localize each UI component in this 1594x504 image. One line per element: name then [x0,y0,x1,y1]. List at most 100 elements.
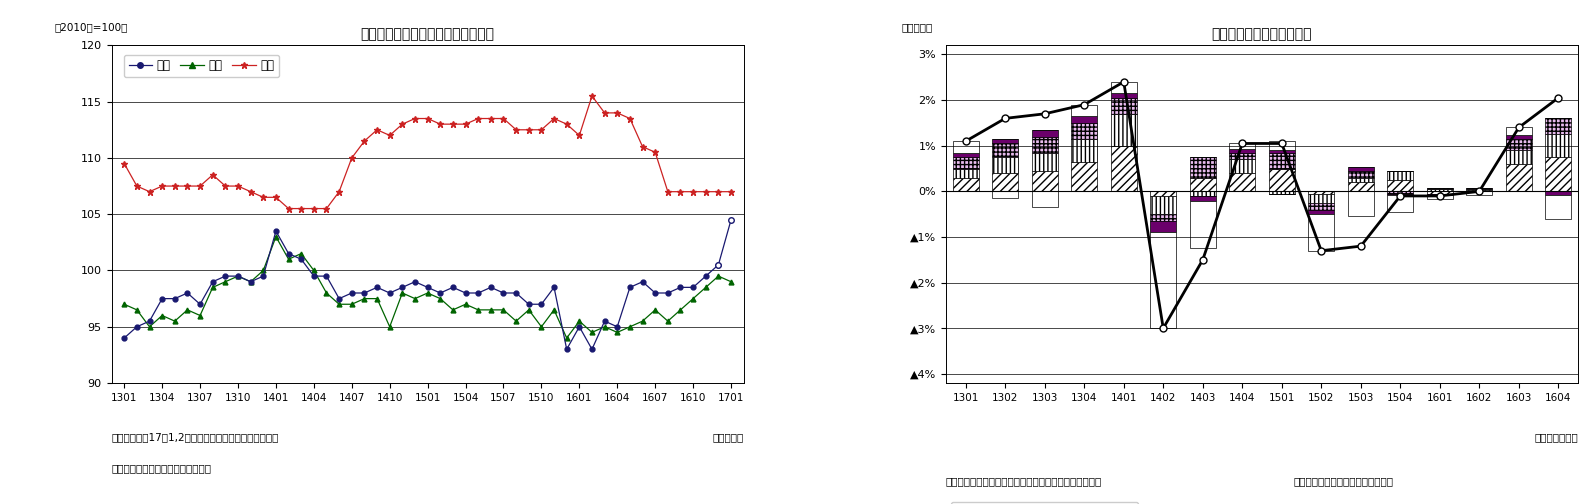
出荷 [355,295,375,301]
生産 [343,290,362,296]
出荷 [646,307,665,313]
Bar [1071,116,1097,123]
出荷 [658,318,677,324]
出荷 [266,234,285,240]
在庫 [582,93,601,99]
出荷 [569,318,588,324]
出荷 [330,301,349,307]
在庫 [253,195,273,201]
出荷 [166,318,185,324]
生産 [202,279,222,285]
Bar [1506,139,1532,150]
Bar [1151,192,1176,196]
在庫 [709,188,728,195]
生産 [292,256,311,262]
在庫 [292,206,311,212]
在庫 [330,188,349,195]
在庫 [633,144,652,150]
Text: （前期比）: （前期比） [902,22,932,32]
在庫 [684,188,703,195]
Legend: 生産, 出荷, 在庫: 生産, 出荷, 在庫 [124,54,279,77]
生産 [532,301,552,307]
Bar [1309,210,1334,214]
出荷 [202,284,222,290]
在庫 [153,183,172,189]
Bar [1309,192,1334,194]
Bar [1427,189,1452,192]
出荷 [304,268,324,274]
Bar [1111,114,1137,146]
出荷 [215,279,234,285]
Text: （資料）経済産業省「鉱工業指数」: （資料）経済産業省「鉱工業指数」 [112,463,212,473]
在庫 [507,127,526,133]
Text: （資料）経済産業省「鉱工業指数」: （資料）経済産業省「鉱工業指数」 [1294,476,1393,486]
出荷 [253,268,273,274]
在庫 [520,127,539,133]
出荷 [241,279,260,285]
Bar [1309,214,1334,250]
Bar [1387,171,1414,180]
生産 [128,324,147,330]
生産 [633,279,652,285]
在庫 [481,115,501,121]
在庫 [658,188,677,195]
生産 [430,290,450,296]
Bar [1427,188,1452,189]
Text: （注）その他電気機械は電気機械、情報通信機械を合成: （注）その他電気機械は電気機械、情報通信機械を合成 [945,476,1101,486]
出荷 [532,324,552,330]
Bar [1151,232,1176,328]
在庫 [266,195,285,201]
Bar [953,168,979,178]
生産 [697,273,716,279]
Bar [1229,173,1254,192]
Bar [1031,130,1057,137]
在庫 [392,121,411,127]
Bar [1071,123,1097,139]
Bar [1546,118,1572,135]
Bar [1506,128,1532,135]
Text: （年・四半期）: （年・四半期） [1535,432,1578,443]
出荷 [292,250,311,257]
生産 [392,284,411,290]
在庫 [405,115,424,121]
在庫 [343,155,362,161]
Text: （注）生産の17年1,2月は製造工業生産予測指数で延長: （注）生産の17年1,2月は製造工業生産予測指数で延長 [112,432,279,443]
Bar [993,144,1019,157]
Bar [1546,195,1572,219]
Bar [993,139,1019,144]
生産 [253,273,273,279]
出荷 [443,307,462,313]
生産 [494,290,513,296]
在庫 [722,188,741,195]
在庫 [128,183,147,189]
Bar [993,157,1019,173]
生産 [140,318,159,324]
生産 [709,262,728,268]
Bar [1229,149,1254,153]
Bar [1387,180,1414,192]
出荷 [494,307,513,313]
在庫 [558,121,577,127]
在庫 [545,115,564,121]
生産 [443,284,462,290]
Bar [1189,196,1216,201]
生産 [558,346,577,352]
在庫 [241,188,260,195]
出荷 [684,295,703,301]
Bar [953,178,979,192]
生産 [456,290,475,296]
生産 [520,301,539,307]
生産 [115,335,134,341]
出荷 [507,318,526,324]
Bar [1071,162,1097,192]
生産 [330,295,349,301]
Bar [1189,192,1216,196]
在庫 [418,115,437,121]
生産 [671,284,690,290]
在庫 [569,133,588,139]
Bar [1229,159,1254,173]
在庫 [202,172,222,178]
生産 [684,284,703,290]
在庫 [532,127,552,133]
Bar [1546,157,1572,192]
